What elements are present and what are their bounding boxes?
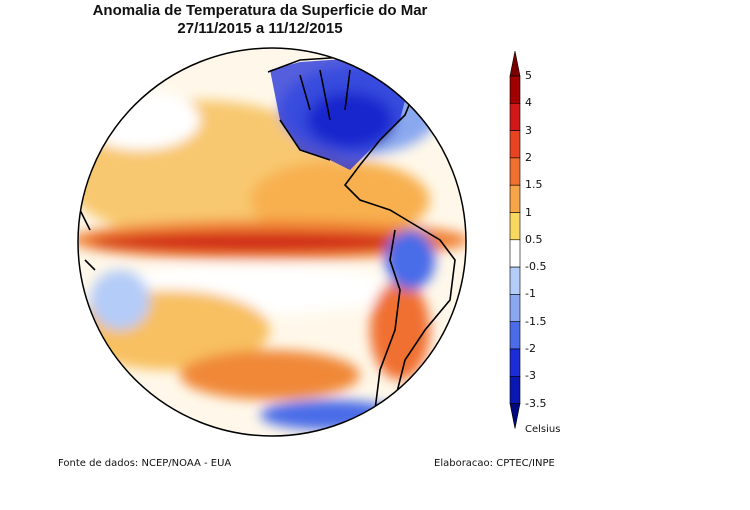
colorbar-tick-label: -2 — [525, 342, 536, 355]
colorbar-tick-label: -3.5 — [525, 396, 547, 410]
colorbar-segment — [509, 184, 521, 213]
colorbar-bottom-arrow — [509, 403, 521, 429]
colorbar-tick-label: 5 — [525, 69, 532, 82]
colorbar-top-arrow — [509, 50, 521, 77]
colorbar-segment — [509, 157, 521, 186]
colorbar-tick-label: 1.5 — [525, 178, 543, 192]
colorbar-tick-label: -1.5 — [525, 314, 547, 328]
globe-outline — [77, 47, 467, 437]
credit: Elaboracao: CPTEC/INPE — [434, 458, 555, 469]
map-date-range: 27/11/2015 a 11/12/2015 — [177, 20, 343, 37]
colorbar-tick-label: -1 — [525, 287, 536, 301]
colorbar-segment — [509, 75, 521, 104]
colorbar-tick-label: 4 — [525, 96, 532, 110]
colorbar-tick-label: 2 — [525, 150, 532, 164]
colorbar-segment — [509, 348, 521, 377]
colorbar-segment — [509, 239, 521, 268]
colorbar-segment — [509, 130, 521, 159]
map-title: Anomalia de Temperatura da Superficie do… — [92, 2, 428, 19]
colorbar-segment — [509, 266, 521, 295]
colorbar-tick-label: -3 — [525, 369, 536, 383]
colorbar-segment — [509, 212, 521, 241]
data-source: Fonte de dados: NCEP/NOAA - EUA — [58, 458, 232, 469]
colorbar-segment — [509, 294, 521, 322]
colorbar-unit: Celsius — [525, 423, 561, 435]
colorbar-segment — [509, 321, 521, 350]
colorbar-tick-label: 0.5 — [525, 232, 543, 246]
colorbar-tick-label: 3 — [525, 123, 532, 137]
colorbar-tick-label: -0.5 — [525, 260, 547, 274]
colorbar-tick-label: 1 — [525, 205, 532, 219]
colorbar-segment — [509, 375, 521, 404]
colorbar-segment — [509, 103, 521, 131]
